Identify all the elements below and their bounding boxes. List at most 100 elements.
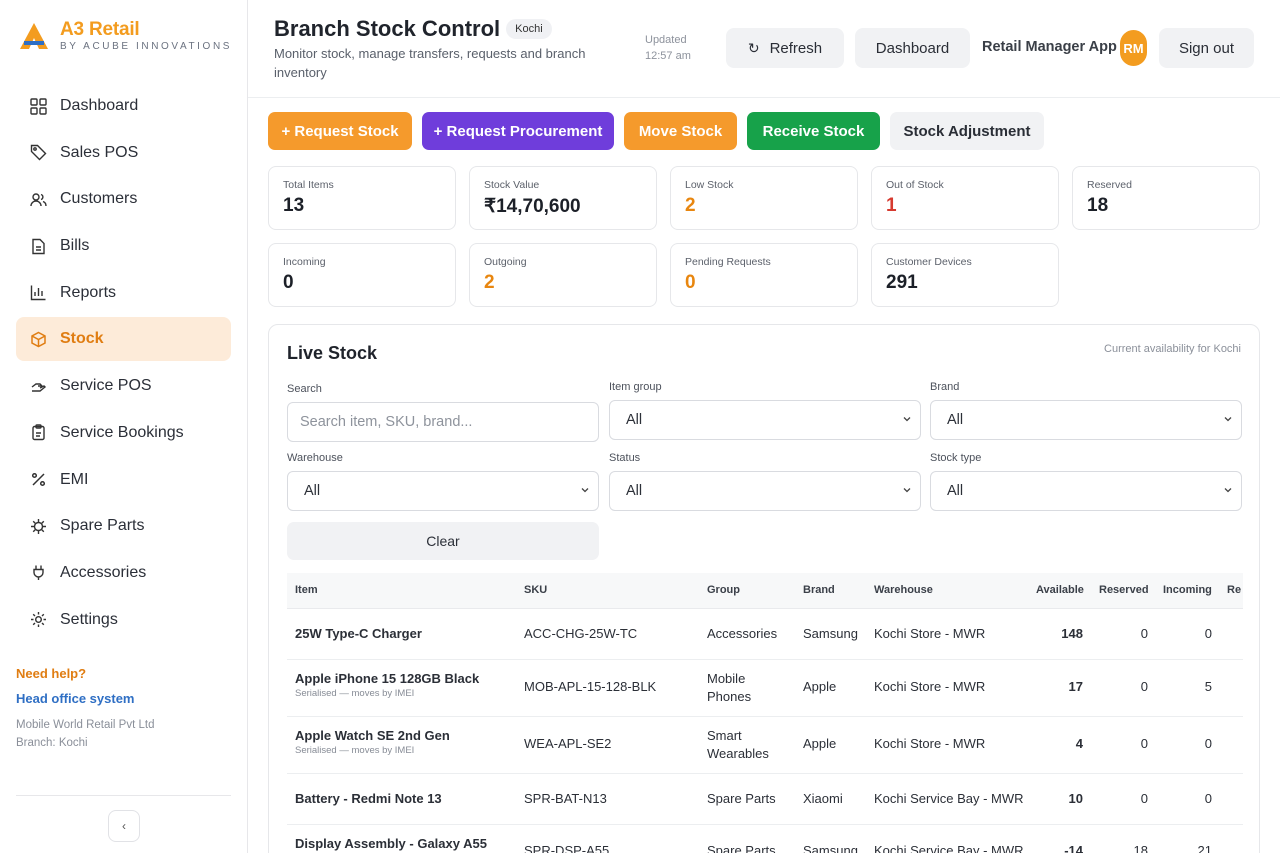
sidebar-item-stock[interactable]: Stock [16, 317, 231, 362]
chevron-down-icon [581, 488, 589, 493]
users-icon [28, 189, 48, 209]
cell-brand: Xiaomi [803, 791, 843, 806]
cell-reserved: 18 [1133, 843, 1148, 853]
status-value: All [626, 483, 643, 499]
brand-select[interactable]: All [930, 400, 1242, 440]
help-section: Need help? Head office system Mobile Wor… [16, 666, 154, 752]
stat-card-out-of-stock: Out of Stock 1 [871, 166, 1059, 230]
warehouse-label: Warehouse [287, 452, 343, 464]
search-input[interactable]: Search item, SKU, brand... [287, 402, 599, 442]
receive-stock-button[interactable]: Receive Stock [747, 112, 880, 150]
column-header-reserved[interactable]: Reserved [1099, 584, 1149, 596]
column-header-incoming[interactable]: Incoming [1163, 584, 1212, 596]
updated-time: 12:57 am [645, 50, 691, 62]
item-group-label: Item group [609, 381, 662, 393]
hand-icon [28, 376, 48, 396]
cell-available: 10 [1068, 791, 1083, 806]
sidebar-item-label: Stock [60, 330, 104, 348]
cell-brand: Samsung [803, 626, 858, 641]
stat-label: Reserved [1087, 179, 1132, 191]
column-header-available[interactable]: Available [1036, 584, 1084, 596]
cell-warehouse: Kochi Store - MWR [874, 626, 986, 641]
column-header-sku[interactable]: SKU [524, 584, 548, 596]
sidebar-item-sales-pos[interactable]: Sales POS [16, 131, 231, 175]
table-row[interactable]: Display Assembly - Galaxy A55 SPR-DSP-A5… [287, 825, 1243, 853]
stock-type-select[interactable]: All [930, 471, 1242, 511]
clear-filters-button[interactable]: Clear [287, 522, 599, 560]
cell-incoming: 21 [1197, 843, 1212, 853]
column-header-warehouse[interactable]: Warehouse [874, 584, 933, 596]
stat-card-incoming: Incoming 0 [268, 243, 456, 307]
cell-item: 25W Type-C Charger [295, 626, 422, 641]
sign-out-button[interactable]: Sign out [1159, 28, 1254, 68]
sidebar-item-service-pos[interactable]: Service POS [16, 364, 231, 408]
brand-logo[interactable]: A3 Retail BY ACUBE INNOVATIONS [18, 20, 232, 52]
refresh-icon: ↻ [747, 39, 760, 56]
sidebar-item-dashboard[interactable]: Dashboard [16, 84, 231, 128]
sidebar-item-reports[interactable]: Reports [16, 271, 231, 315]
item-group-select[interactable]: All [609, 400, 921, 440]
warehouse-select[interactable]: All [287, 471, 599, 511]
cell-group: Mobile Phones [707, 671, 752, 704]
sidebar-item-bills[interactable]: Bills [16, 224, 231, 268]
stat-value: 1 [886, 195, 897, 216]
avatar[interactable]: RM [1120, 30, 1147, 66]
request-procurement-button[interactable]: + Request Procurement [422, 112, 614, 150]
stat-label: Pending Requests [685, 256, 771, 268]
move-stock-button[interactable]: Move Stock [624, 112, 737, 150]
head-office-link[interactable]: Head office system [16, 691, 135, 706]
column-header-reorder[interactable]: Re [1227, 584, 1242, 596]
brand-value: All [947, 412, 964, 428]
stat-label: Outgoing [484, 256, 527, 268]
cell-warehouse: Kochi Service Bay - MWR [874, 843, 1024, 853]
cell-available: -14 [1064, 843, 1083, 853]
clipboard-icon [28, 423, 48, 443]
sidebar-divider [16, 795, 231, 796]
sidebar-item-settings[interactable]: Settings [16, 598, 231, 642]
cell-group: Smart Wearables [707, 728, 769, 761]
table-row[interactable]: Apple Watch SE 2nd Gen Serialised — moves… [287, 717, 1243, 774]
sidebar-item-accessories[interactable]: Accessories [16, 551, 231, 595]
stat-label: Stock Value [484, 179, 540, 191]
column-header-brand[interactable]: Brand [803, 584, 835, 596]
stat-card-pending-requests: Pending Requests 0 [670, 243, 858, 307]
cell-item: Display Assembly - Galaxy A55 [295, 836, 487, 851]
help-link[interactable]: Need help? [16, 666, 87, 681]
stock-adjustment-button[interactable]: Stock Adjustment [890, 112, 1044, 150]
table-row[interactable]: Apple iPhone 15 128GB Black Serialised — … [287, 660, 1243, 717]
refresh-button[interactable]: ↻ Refresh [726, 28, 844, 68]
grid-icon [28, 96, 48, 116]
sidebar-item-label: Sales POS [60, 143, 139, 161]
status-label: Status [609, 452, 641, 464]
cell-available: 17 [1068, 679, 1083, 694]
stat-card-total-items: Total Items 13 [268, 166, 456, 230]
sidebar-item-spare-parts[interactable]: Spare Parts [16, 504, 231, 548]
table-row[interactable]: Battery - Redmi Note 13 SPR-BAT-N13 Spar… [287, 774, 1243, 825]
dashboard-button[interactable]: Dashboard [855, 28, 970, 68]
status-select[interactable]: All [609, 471, 921, 511]
table-row[interactable]: 25W Type-C Charger ACC-CHG-25W-TC Access… [287, 609, 1243, 660]
sidebar-item-service-bookings[interactable]: Service Bookings [16, 411, 231, 455]
brand-name: A3 Retail [60, 19, 140, 40]
refresh-label: Refresh [769, 39, 823, 57]
item-name: Apple Watch SE 2nd Gen [295, 728, 450, 743]
sidebar-item-label: Dashboard [60, 97, 139, 114]
stock-type-value: All [947, 483, 964, 499]
app-name: Retail Manager App [982, 39, 1117, 55]
stat-label: Out of Stock [886, 179, 944, 191]
cell-brand: Apple [803, 736, 837, 751]
branch-name: Branch: Kochi [16, 737, 88, 749]
live-stock-title: Live Stock [287, 343, 378, 363]
cell-warehouse: Kochi Store - MWR [874, 679, 986, 694]
sidebar-item-customers[interactable]: Customers [16, 177, 231, 221]
table-header: Item SKU Group Brand Warehouse Available… [287, 573, 1243, 609]
file-icon [28, 236, 48, 256]
collapse-sidebar-button[interactable]: ‹ [108, 810, 140, 842]
stat-value: 18 [1087, 195, 1109, 216]
request-stock-button[interactable]: + Request Stock [268, 112, 412, 150]
column-header-item[interactable]: Item [295, 584, 318, 596]
column-header-group[interactable]: Group [707, 584, 740, 596]
sidebar-item-emi[interactable]: EMI [16, 458, 231, 502]
brand-label: Brand [930, 381, 960, 393]
stat-value: 0 [685, 272, 696, 293]
